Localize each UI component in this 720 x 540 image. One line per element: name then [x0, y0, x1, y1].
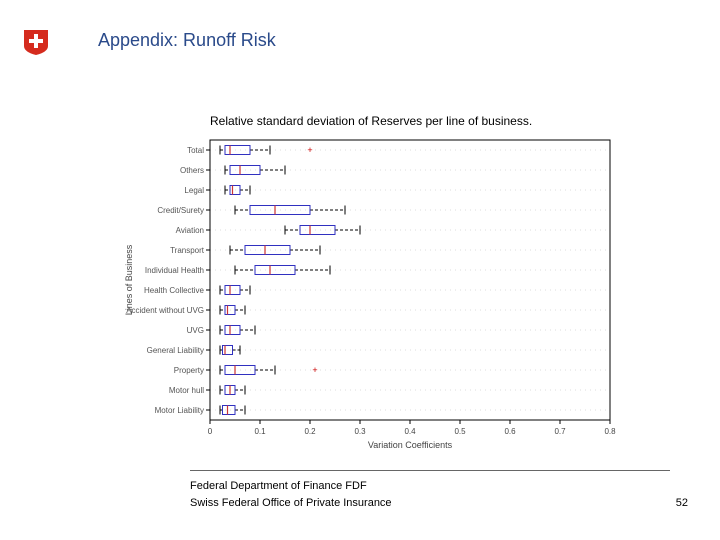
page-number: 52: [676, 497, 688, 509]
svg-text:Variation Coefficients: Variation Coefficients: [368, 440, 453, 450]
footer-line-1: Federal Department of Finance FDF: [190, 480, 367, 492]
chart-title: Relative standard deviation of Reserves …: [210, 114, 532, 128]
svg-text:Motor hull: Motor hull: [169, 386, 204, 395]
svg-text:0.8: 0.8: [604, 427, 616, 436]
svg-text:Health Collective: Health Collective: [144, 286, 205, 295]
svg-text:+: +: [307, 145, 312, 155]
svg-text:Individual Health: Individual Health: [145, 266, 204, 275]
svg-text:Credit/Surety: Credit/Surety: [157, 206, 204, 215]
svg-text:0: 0: [208, 427, 213, 436]
svg-text:0.4: 0.4: [404, 427, 416, 436]
svg-text:0.2: 0.2: [304, 427, 316, 436]
svg-text:Lines of Business: Lines of Business: [124, 244, 134, 315]
svg-text:Accident without UVG: Accident without UVG: [126, 306, 204, 315]
svg-text:Aviation: Aviation: [176, 226, 204, 235]
boxplot-chart: 0 0.1 0.2 0.3 0.4 0.5 0.6 0.7 0.8 Variation Coeff…: [120, 130, 620, 450]
page-title: Appendix: Runoff Risk: [98, 30, 276, 51]
svg-text:+: +: [312, 365, 317, 375]
svg-text:Total: Total: [187, 146, 204, 155]
svg-text:0.3: 0.3: [354, 427, 366, 436]
svg-text:UVG: UVG: [187, 326, 204, 335]
svg-text:Legal: Legal: [184, 186, 204, 195]
footer-line-2: Swiss Federal Office of Private Insuranc…: [190, 497, 392, 509]
svg-text:0.7: 0.7: [554, 427, 566, 436]
svg-text:Motor Liability: Motor Liability: [155, 406, 204, 415]
svg-text:Others: Others: [180, 166, 204, 175]
svg-text:Transport: Transport: [170, 246, 205, 255]
svg-text:Property: Property: [174, 366, 204, 375]
svg-text:0.5: 0.5: [454, 427, 466, 436]
svg-text:0.1: 0.1: [254, 427, 266, 436]
footer-divider: [190, 470, 670, 471]
svg-text:General Liability: General Liability: [147, 346, 204, 355]
svg-text:0.6: 0.6: [504, 427, 516, 436]
swiss-shield-icon: [22, 28, 50, 56]
